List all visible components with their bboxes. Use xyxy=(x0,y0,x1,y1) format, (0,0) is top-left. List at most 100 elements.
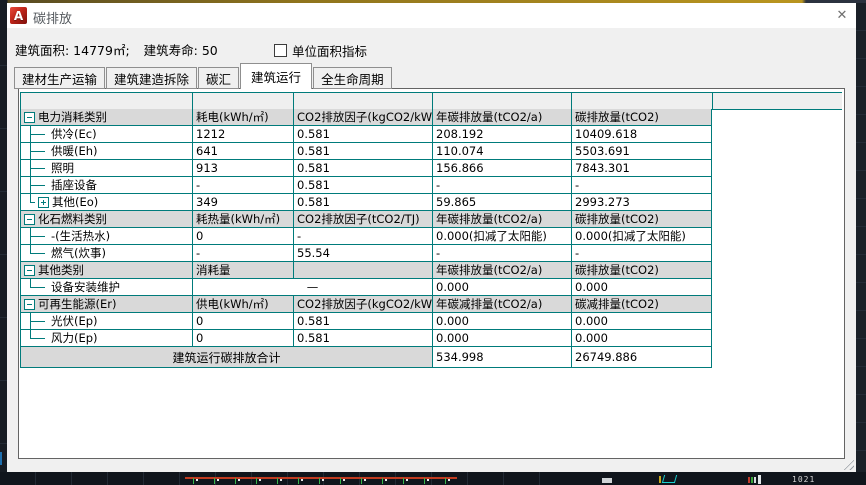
grid-cell[interactable]: 0.000(扣减了太阳能) xyxy=(575,229,686,243)
grid-cell[interactable]: 110.074 xyxy=(433,143,572,159)
window-title: 碳排放 xyxy=(33,12,73,27)
grid-cell[interactable]: 208.192 xyxy=(433,126,572,142)
row-label: 其他(Eo) xyxy=(52,195,99,209)
background-mark xyxy=(360,478,367,485)
grid-cell[interactable]: 1212 xyxy=(193,126,294,142)
grid-cell[interactable]: - xyxy=(193,177,294,193)
tree-connector-icon xyxy=(21,245,48,261)
grid-cell[interactable]: 0 xyxy=(193,313,294,329)
grid-cell[interactable]: 913 xyxy=(193,160,294,176)
grid-data-row: 设备安装维护 —0.000 0.000 xyxy=(21,279,711,296)
grid-header-cell xyxy=(21,93,193,109)
grid-cell[interactable]: 0.581 xyxy=(294,143,433,159)
grid-cell[interactable]: 0.581 xyxy=(294,126,433,142)
grid-cell[interactable]: - xyxy=(433,245,572,261)
grid-cell[interactable]: 0.000 xyxy=(433,279,572,295)
tab-5[interactable]: 全生命周期 xyxy=(313,67,392,89)
grid-row-header: 供暖(Eh) xyxy=(21,143,193,159)
grid-data-row: 供暖(Eh) 641 0.581 110.074 5503.691 xyxy=(21,143,711,160)
background-left-strip xyxy=(0,3,7,472)
grid-cell: 年碳排放量(tCO2/a) xyxy=(433,109,572,125)
row-label: -(生活热水) xyxy=(51,229,111,243)
grid-cell: 碳排放量(tCO2) xyxy=(575,212,659,226)
grid-cell[interactable]: 0.000 xyxy=(433,330,572,346)
grid-cell[interactable]: 0.581 xyxy=(294,330,433,346)
grid-data-row: 供冷(Ec) 1212 0.581 208.192 10409.618 xyxy=(21,126,711,143)
grid-row-header: 电力消耗类别 xyxy=(21,109,193,125)
grid-cell[interactable]: 0 xyxy=(193,228,294,244)
row-label: 供暖(Eh) xyxy=(51,144,98,158)
grid-cell[interactable]: - xyxy=(294,228,433,244)
expand-icon[interactable] xyxy=(38,196,49,208)
collapse-icon[interactable] xyxy=(24,298,35,310)
grid-cell[interactable]: 7843.301 xyxy=(575,161,630,175)
grid-rows: 电力消耗类别 耗电(kWh/㎡) CO2排放因子(kgCO2/kWh) 年碳排放量(t… xyxy=(20,109,712,368)
background-mark xyxy=(255,478,262,485)
grid-cell: 供电(kWh/㎡) xyxy=(193,296,294,312)
collapse-icon[interactable] xyxy=(24,264,35,276)
row-label: 设备安装维护 xyxy=(51,280,120,294)
background-mark xyxy=(234,478,241,485)
background-mark xyxy=(276,478,283,485)
background-mark xyxy=(602,478,612,483)
tree-connector-icon xyxy=(21,143,48,159)
grid-section-row: 可再生能源(Er) 供电(kWh/㎡) CO2排放因子(kgCO2/kWh) 年碳减排… xyxy=(21,296,711,313)
grid-cell[interactable]: 0 xyxy=(193,330,294,346)
checkbox-label: 单位面积指标 xyxy=(292,44,368,59)
grid-data-row: 插座设备 -0.581- - xyxy=(21,177,711,194)
collapse-icon[interactable] xyxy=(24,111,35,123)
row-label: 插座设备 xyxy=(51,178,97,192)
building-area-text: 建筑面积: 14779㎡; xyxy=(15,42,130,58)
grid-header-cell xyxy=(433,93,572,109)
background-right-strip xyxy=(856,3,866,472)
grid-cell[interactable]: - xyxy=(193,245,294,261)
checkbox-icon[interactable] xyxy=(274,44,287,57)
grid-row-header: 其他(Eo) xyxy=(21,194,193,210)
grid-cell[interactable]: 0.000 xyxy=(575,331,608,345)
grid-cell[interactable]: 0.000 xyxy=(575,314,608,328)
row-label: 其他类别 xyxy=(38,263,84,277)
grid-cell[interactable]: 0.581 xyxy=(294,313,433,329)
grid-row-header: 插座设备 xyxy=(21,177,193,193)
grid-data-row: 风力(Ep) 0 0.581 0.000 0.000 xyxy=(21,330,711,347)
grid-cell[interactable]: 0.000(扣减了太阳能) xyxy=(433,228,572,244)
grid-data-row: 其他(Eo) 349 0.581 59.865 2993.273 xyxy=(21,194,711,211)
close-icon[interactable]: ✕ xyxy=(836,7,848,23)
grid-cell[interactable]: 156.866 xyxy=(433,160,572,176)
background-cad-glyph xyxy=(661,475,678,483)
grid-row-header: 供冷(Ec) xyxy=(21,126,193,142)
tab-3[interactable]: 碳汇 xyxy=(198,67,240,89)
grid-cell[interactable]: - xyxy=(433,177,572,193)
dialog-titlebar: A 碳排放 ✕ xyxy=(7,3,856,28)
background-mark xyxy=(758,475,761,484)
grid-cell[interactable]: 10409.618 xyxy=(575,127,638,141)
grid-cell[interactable]: 0.581 xyxy=(294,194,433,210)
grid-cell[interactable]: 641 xyxy=(193,143,294,159)
grid-cell: 26749.886 xyxy=(575,350,638,364)
grid-cell[interactable]: - xyxy=(575,246,580,260)
grid-cell[interactable]: 0.000 xyxy=(575,280,608,294)
grid-cell-merged[interactable]: — xyxy=(193,279,433,295)
tab-1[interactable]: 建材生产运输 xyxy=(14,67,106,89)
unit-area-checkbox-group[interactable]: 单位面积指标 xyxy=(274,41,367,60)
tab-2[interactable]: 建筑建造拆除 xyxy=(106,67,198,89)
collapse-icon[interactable] xyxy=(24,213,35,225)
grid-row-header: 其他类别 xyxy=(21,262,193,278)
tab-4[interactable]: 建筑运行 xyxy=(240,63,313,89)
grid-cell[interactable]: 0.581 xyxy=(294,160,433,176)
grid-cell[interactable]: 59.865 xyxy=(433,194,572,210)
grid-cell[interactable]: 5503.691 xyxy=(575,144,630,158)
row-label: 光伏(Ep) xyxy=(51,314,98,328)
background-top-accent xyxy=(0,0,866,3)
grid-row-header: 照明 xyxy=(21,160,193,176)
grid-cell[interactable]: 55.54 xyxy=(294,245,433,261)
grid-section-row: 化石燃料类别 耗热量(kWh/㎡) CO2排放因子(tCO2/TJ) 年碳排放量(tC… xyxy=(21,211,711,228)
grid-cell[interactable]: 2993.273 xyxy=(575,195,630,209)
background-red-line xyxy=(185,477,457,479)
grid-cell[interactable]: - xyxy=(575,178,580,192)
building-life-text: 建筑寿命: 50 xyxy=(143,42,218,58)
grid-cell[interactable]: 349 xyxy=(193,194,294,210)
grid-cell[interactable]: 0.581 xyxy=(294,177,433,193)
grid-cell[interactable]: 0.000 xyxy=(433,313,572,329)
background-mark xyxy=(339,478,346,485)
